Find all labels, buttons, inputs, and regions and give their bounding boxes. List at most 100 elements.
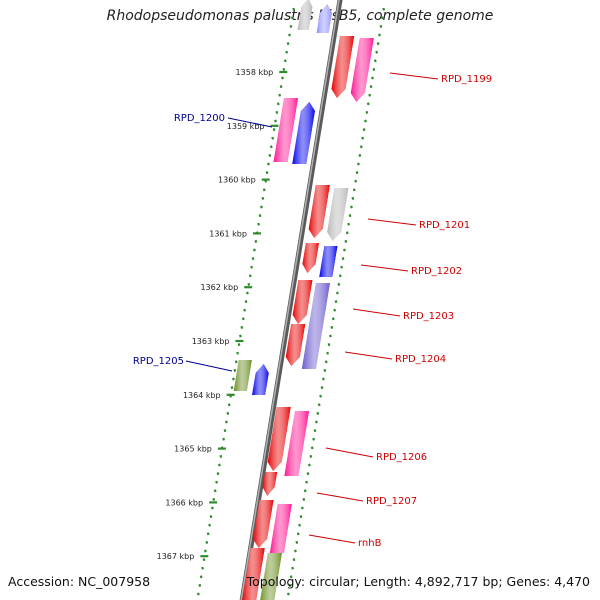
gene-label-text: RPD_1200	[174, 113, 225, 124]
kbp-label: 1367 kbp	[157, 552, 195, 561]
tick-mark	[268, 153, 272, 157]
tick-mark	[261, 196, 265, 200]
gene-label-text: RPD_1201	[419, 220, 470, 231]
gene-label-rpd-1203: RPD_1203	[352, 308, 454, 322]
kbp-label: 1361 kbp	[209, 229, 247, 238]
tick-mark	[324, 360, 328, 364]
tick-mark	[291, 566, 294, 570]
gene-shade	[350, 38, 374, 102]
tick-mark	[267, 162, 270, 166]
gene-feature-rpd-1199-b	[350, 38, 374, 102]
gene-feature-rnhb-b	[269, 504, 292, 553]
tick-mark	[197, 592, 200, 596]
tick-mark	[331, 317, 335, 321]
tick-mark	[295, 540, 299, 544]
gene-feature-rpd-1202-b	[319, 246, 338, 277]
tick-mark	[309, 454, 313, 458]
tick-mark	[204, 549, 207, 553]
tick-mark	[340, 265, 344, 269]
backbone-highlight	[240, 0, 340, 600]
tick-mark	[323, 368, 327, 372]
tick-mark	[279, 85, 283, 89]
tick-mark	[219, 454, 223, 458]
tick-mark	[208, 523, 211, 527]
tick-mark	[247, 282, 251, 286]
tick-mark	[230, 386, 234, 390]
tick-mark	[216, 472, 220, 476]
gene-feature	[260, 553, 282, 600]
gene-shade	[327, 188, 349, 241]
gene-shade	[262, 472, 278, 496]
tick-mark	[326, 351, 329, 355]
tick-mark	[341, 257, 345, 261]
tick-mark	[215, 480, 218, 484]
tick-mark	[278, 93, 282, 97]
gene-feature-rpd-1203	[292, 280, 313, 324]
genome-backbone	[239, 0, 343, 600]
tick-mark	[258, 214, 262, 218]
gene-feature	[297, 0, 313, 30]
tick-mark	[378, 33, 381, 37]
tick-mark	[241, 317, 245, 321]
tick-mark	[287, 592, 290, 596]
tick-mark	[275, 110, 279, 114]
gene-label-text: rnhB	[358, 538, 382, 549]
gene-label-rpd-1202: RPD_1202	[360, 264, 462, 277]
tick-mark	[334, 300, 338, 304]
tick-marks	[197, 7, 386, 596]
leader-line	[367, 218, 417, 226]
tick-mark	[205, 540, 209, 544]
tick-mark	[226, 411, 230, 415]
gene-labels: RPD_1199 RPD_1200 RPD_1201 RPD_1202 RPD_1203…	[133, 72, 492, 549]
tick-mark	[373, 59, 377, 63]
gene-shade	[252, 364, 269, 395]
tick-mark	[329, 334, 332, 338]
tick-mark	[222, 437, 225, 441]
gene-shade	[292, 280, 313, 324]
leader-line	[316, 492, 364, 502]
leader-line	[185, 360, 233, 372]
tick-mark	[316, 411, 320, 415]
gene-feature	[242, 548, 265, 600]
gene-label-text: RPD_1207	[366, 496, 417, 507]
tick-mark	[313, 429, 317, 433]
gene-feature-rpd-1202	[302, 243, 319, 273]
tick-mark	[371, 76, 374, 80]
tick-mark	[246, 291, 249, 295]
tick-mark	[362, 128, 366, 132]
tick-mark	[369, 85, 373, 89]
tick-mark	[271, 136, 275, 140]
tick-mark	[225, 420, 228, 424]
gene-shade	[269, 504, 292, 553]
tick-mark	[361, 136, 365, 140]
tick-mark	[358, 153, 362, 157]
tick-mark	[292, 558, 296, 562]
tick-mark	[364, 119, 367, 123]
gene-shade	[267, 407, 291, 471]
gene-feature	[316, 4, 332, 33]
tick-mark	[347, 222, 351, 226]
leader-line	[389, 72, 439, 80]
tick-mark	[380, 16, 384, 20]
tick-mark	[288, 583, 292, 587]
tick-mark	[348, 214, 352, 218]
leader-line	[325, 447, 374, 458]
tick-mark	[227, 403, 231, 407]
tick-mark	[240, 325, 244, 329]
gene-shade	[285, 324, 306, 366]
gene-label-rpd-1201: RPD_1201	[367, 218, 470, 231]
gene-feature-rpd-1201-b	[327, 188, 349, 241]
tick-mark	[379, 24, 383, 28]
tick-mark	[260, 205, 263, 209]
gene-feature-rpd-1204	[285, 324, 306, 366]
tick-mark	[202, 558, 206, 562]
tick-mark	[292, 7, 296, 11]
tick-mark	[345, 231, 349, 235]
tick-mark	[198, 583, 202, 587]
tick-mark	[296, 532, 300, 536]
tick-mark	[282, 67, 286, 71]
tick-mark	[274, 119, 277, 123]
gene-shade	[260, 553, 282, 600]
tick-mark	[289, 575, 293, 579]
